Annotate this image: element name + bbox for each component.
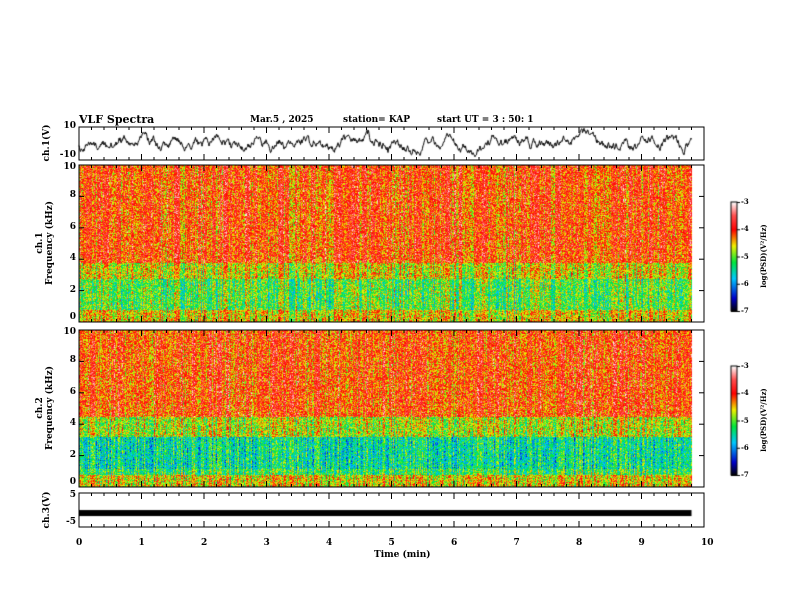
y-tick-label: -5	[66, 517, 76, 527]
x-tick-label: 5	[388, 538, 395, 548]
y-tick-label: 10	[63, 121, 76, 131]
y-tick-label: 6	[69, 221, 76, 232]
y-tick-label: 10	[63, 327, 76, 337]
y-tick-label: 8	[69, 190, 76, 201]
x-axis-label: Time (min)	[374, 550, 431, 560]
x-tick-label: 1	[138, 538, 145, 548]
start-time-label: start UT = 3 : 50: 1	[437, 115, 534, 125]
colorbar-tick-label: -6	[741, 442, 749, 452]
x-tick-label: 0	[76, 538, 83, 548]
x-tick-label: 9	[638, 538, 645, 548]
y-tick-label: 2	[69, 284, 76, 295]
y-tick-label: 4	[69, 418, 76, 429]
ch3-ylabel: ch.3(V)	[42, 491, 52, 529]
colorbar-tick-label: -3	[741, 361, 749, 370]
panel-frame	[78, 329, 705, 488]
colorbar-tick-label: -5	[741, 251, 749, 261]
x-tick-label: 6	[451, 538, 458, 548]
y-tick-label: 2	[69, 449, 76, 460]
colorbar-tick-label: -4	[741, 224, 749, 234]
y-tick-label: 4	[69, 253, 76, 264]
panel-frame	[78, 164, 705, 323]
x-tick-label: 3	[263, 538, 270, 548]
x-tick-label: 8	[576, 538, 583, 548]
figure-title: VLF Spectra	[79, 113, 155, 126]
x-tick-label: 2	[201, 538, 208, 548]
colorbar-tick-label: -4	[741, 388, 749, 398]
station-label: station= KAP	[343, 115, 411, 125]
colorbar1-label: log(PSD)(V²/Hz)	[759, 224, 768, 288]
date-label: Mar.5 , 2025	[250, 115, 314, 125]
colorbar-tick-label: -7	[741, 306, 749, 315]
y-tick-label: 10	[63, 162, 76, 172]
x-tick-label: 7	[513, 538, 520, 548]
colorbar-tick-label: -3	[741, 197, 749, 206]
colorbar-tick-label: -5	[741, 415, 749, 425]
y-tick-label: 0	[69, 477, 76, 487]
ch1-spec-ylabel: ch.1 Frequency (kHz)	[35, 201, 55, 286]
colorbar2-label: log(PSD)(V²/Hz)	[759, 388, 768, 452]
colorbar-tick-label: -7	[741, 470, 749, 479]
ch1-ylabel: ch.1(V)	[42, 124, 52, 162]
ch2-spec-ylabel: ch.2 Frequency (kHz)	[35, 366, 55, 451]
y-tick-label: 6	[69, 386, 76, 397]
y-tick-label: 5	[69, 490, 76, 500]
y-tick-label: 0	[69, 312, 76, 322]
colorbar-tick-label: -6	[741, 278, 749, 288]
y-tick-label: 8	[69, 355, 76, 366]
x-tick-label: 4	[326, 538, 333, 548]
y-tick-label: -10	[59, 150, 76, 160]
x-tick-label: 10	[701, 538, 714, 548]
